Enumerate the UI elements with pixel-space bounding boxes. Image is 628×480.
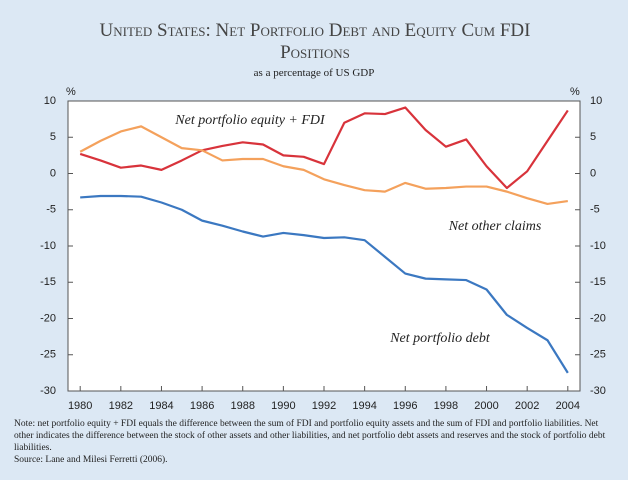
y2-tick-label: 0 bbox=[590, 167, 596, 179]
x-tick-label: 1990 bbox=[271, 400, 295, 412]
series-line bbox=[79, 106, 569, 190]
series-label: Net portfolio equity + FDI bbox=[175, 113, 325, 128]
y-axis-label: % bbox=[66, 86, 76, 98]
y-tick-label: 5 bbox=[50, 131, 56, 143]
y2-tick-label: -25 bbox=[590, 349, 606, 361]
x-tick-label: 2000 bbox=[474, 400, 498, 412]
x-tick-label: 1988 bbox=[230, 400, 254, 412]
note: Note: net portfolio equity + FDI equals … bbox=[14, 418, 614, 466]
x-tick-label: 1980 bbox=[68, 400, 92, 412]
x-tick-label: 1982 bbox=[109, 400, 133, 412]
y-tick-label: -30 bbox=[40, 385, 56, 397]
chart-title: United States: Net Portfolio Debt and Eq… bbox=[99, 20, 531, 63]
chart-subtitle: as a percentage of US GDP bbox=[253, 67, 375, 79]
plot-area bbox=[67, 100, 581, 392]
y2-tick-label: -30 bbox=[590, 385, 606, 397]
y-tick-label: -10 bbox=[40, 240, 56, 252]
y2-tick-label: -10 bbox=[590, 240, 606, 252]
note-text: Note: net portfolio equity + FDI equals … bbox=[14, 419, 606, 453]
series-label: Net portfolio debt bbox=[390, 331, 490, 346]
y2-axis-label: % bbox=[570, 86, 580, 98]
x-tick-label: 2004 bbox=[556, 400, 580, 412]
x-tick-label: 1996 bbox=[393, 400, 417, 412]
y-tick-label: 0 bbox=[50, 167, 56, 179]
y2-tick-label: -15 bbox=[590, 276, 606, 288]
y-tick-label: -5 bbox=[46, 204, 56, 216]
series-line bbox=[80, 194, 569, 374]
y2-tick-label: 10 bbox=[590, 95, 602, 107]
x-tick-label: 1998 bbox=[434, 400, 458, 412]
source: Source: Lane and Milesi Ferretti (2006). bbox=[14, 455, 168, 465]
x-tick-label: 1984 bbox=[149, 400, 173, 412]
series-label: Net other claims bbox=[448, 219, 542, 234]
series-line bbox=[79, 125, 568, 206]
y2-tick-label: -5 bbox=[590, 204, 600, 216]
x-tick-label: 1994 bbox=[352, 400, 376, 412]
x-tick-label: 1986 bbox=[190, 400, 214, 412]
y-tick-label: -25 bbox=[40, 349, 56, 361]
y2-tick-label: -20 bbox=[590, 312, 606, 324]
y-tick-label: -20 bbox=[40, 312, 56, 324]
y-tick-label: -15 bbox=[40, 276, 56, 288]
x-tick-label: 1992 bbox=[312, 400, 336, 412]
y-tick-label: 10 bbox=[44, 95, 56, 107]
x-tick-label: 2002 bbox=[515, 400, 539, 412]
y2-tick-label: 5 bbox=[590, 131, 596, 143]
